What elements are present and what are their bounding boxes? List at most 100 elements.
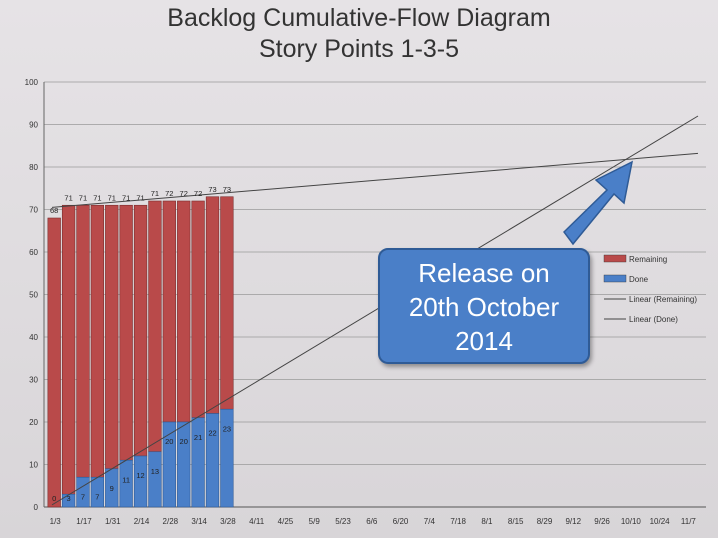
x-tick-label: 9/12 (565, 517, 581, 526)
trendline (51, 115, 699, 506)
y-tick-label: 0 (34, 503, 39, 512)
bar-remaining (47, 217, 61, 508)
chart-subtitle: Story Points 1-3-5 (258, 35, 460, 63)
bar-remaining (119, 204, 133, 461)
x-tick-label: 1/17 (76, 517, 92, 526)
total-label: 71 (64, 193, 72, 202)
y-tick-label: 10 (29, 461, 38, 470)
callout-arrow (563, 160, 634, 246)
total-label: 72 (180, 189, 188, 198)
y-tick-label: 30 (29, 376, 38, 385)
x-tick-label: 9/26 (594, 517, 610, 526)
done-label: 11 (122, 475, 130, 484)
x-tick-label: 7/18 (450, 517, 466, 526)
x-tick-label: 1/31 (105, 517, 121, 526)
y-tick-label: 100 (25, 78, 39, 87)
x-tick-label: 3/28 (220, 517, 236, 526)
x-tick-label: 5/9 (309, 517, 321, 526)
total-label: 68 (50, 206, 58, 215)
done-label: 7 (81, 492, 85, 501)
y-tick-label: 40 (29, 333, 38, 342)
x-tick-label: 8/15 (508, 517, 524, 526)
total-label: 73 (223, 185, 231, 194)
bar-done (177, 421, 191, 508)
bar-done (61, 493, 76, 508)
arrow-shape (563, 160, 634, 246)
y-tick-label: 90 (29, 121, 38, 130)
trendlines (51, 115, 699, 506)
total-label: 71 (151, 189, 159, 198)
x-tick-label: 4/11 (249, 517, 265, 526)
done-label: 20 (165, 437, 173, 446)
x-tick-label: 4/25 (278, 517, 294, 526)
total-label: 71 (122, 193, 130, 202)
x-tick-label: 2/28 (163, 517, 179, 526)
bar-remaining (133, 204, 148, 457)
y-tick-label: 60 (29, 248, 38, 257)
legend-label: Linear (Remaining) (629, 295, 697, 304)
x-tick-label: 6/20 (393, 517, 409, 526)
done-label: 13 (151, 467, 159, 476)
legend-label: Linear (Done) (629, 315, 678, 324)
done-label: 23 (223, 424, 231, 433)
done-label: 21 (194, 433, 202, 442)
x-tick-label: 3/14 (191, 517, 207, 526)
x-tick-label: 10/24 (650, 517, 671, 526)
total-label: 71 (93, 193, 101, 202)
bar-remaining (191, 200, 205, 419)
total-label: 71 (136, 193, 144, 202)
y-tick-label: 70 (29, 206, 38, 215)
done-label: 22 (208, 429, 216, 438)
bar-done (148, 451, 162, 508)
total-label: 73 (208, 185, 216, 194)
bar-done (220, 408, 234, 508)
total-label: 72 (165, 189, 173, 198)
done-label: 9 (110, 484, 114, 493)
done-label: 3 (67, 494, 71, 503)
callout-line-1: Release on (418, 258, 550, 288)
bar-remaining (220, 196, 234, 410)
x-tick-label: 6/6 (366, 517, 378, 526)
bar-done (133, 455, 148, 508)
x-tick-label: 11/7 (681, 517, 697, 526)
bar-remaining (90, 204, 105, 478)
legend-swatch (603, 274, 627, 283)
total-label: 71 (108, 193, 116, 202)
legend-swatch (603, 254, 627, 263)
bars (47, 196, 234, 508)
done-label: 20 (180, 437, 188, 446)
x-tick-label: 10/10 (621, 517, 642, 526)
y-tick-label: 50 (29, 291, 38, 300)
bar-done (191, 417, 205, 508)
done-label: 7 (95, 492, 99, 501)
callout-line-3: 2014 (455, 326, 513, 356)
legend-label: Done (629, 275, 649, 284)
total-label: 72 (194, 189, 202, 198)
bar-remaining (148, 200, 162, 453)
bar-done (205, 413, 220, 508)
bar-done (162, 421, 176, 508)
x-tick-label: 1/3 (50, 517, 62, 526)
callout-line-2: 20th October (408, 292, 560, 322)
x-tick-label: 7/4 (424, 517, 436, 526)
legend: Remaining Done Linear (Remaining) Linear (D… (603, 254, 697, 324)
bar-remaining (105, 204, 119, 470)
data-labels: 68 0 71 3 71 7 71 7 71 9 71 11 71 12 71 13 72 20 72 20 72 21 7… (50, 185, 231, 503)
bar-remaining (177, 200, 191, 423)
x-tick-label: 8/1 (481, 517, 493, 526)
bar-remaining (162, 200, 176, 423)
release-callout: Release on 20th October 2014 (378, 248, 590, 364)
x-tick-label: 5/23 (335, 517, 351, 526)
bar-remaining (205, 196, 220, 414)
chart-title: Backlog Cumulative-Flow Diagram (167, 4, 551, 32)
y-tick-label: 80 (29, 163, 38, 172)
total-label: 71 (79, 193, 87, 202)
legend-label: Remaining (629, 255, 667, 264)
x-tick-label: 8/29 (537, 517, 553, 526)
bar-remaining (61, 204, 76, 495)
done-label: 0 (52, 494, 56, 503)
trendline (51, 152, 699, 208)
y-tick-label: 20 (29, 418, 38, 427)
